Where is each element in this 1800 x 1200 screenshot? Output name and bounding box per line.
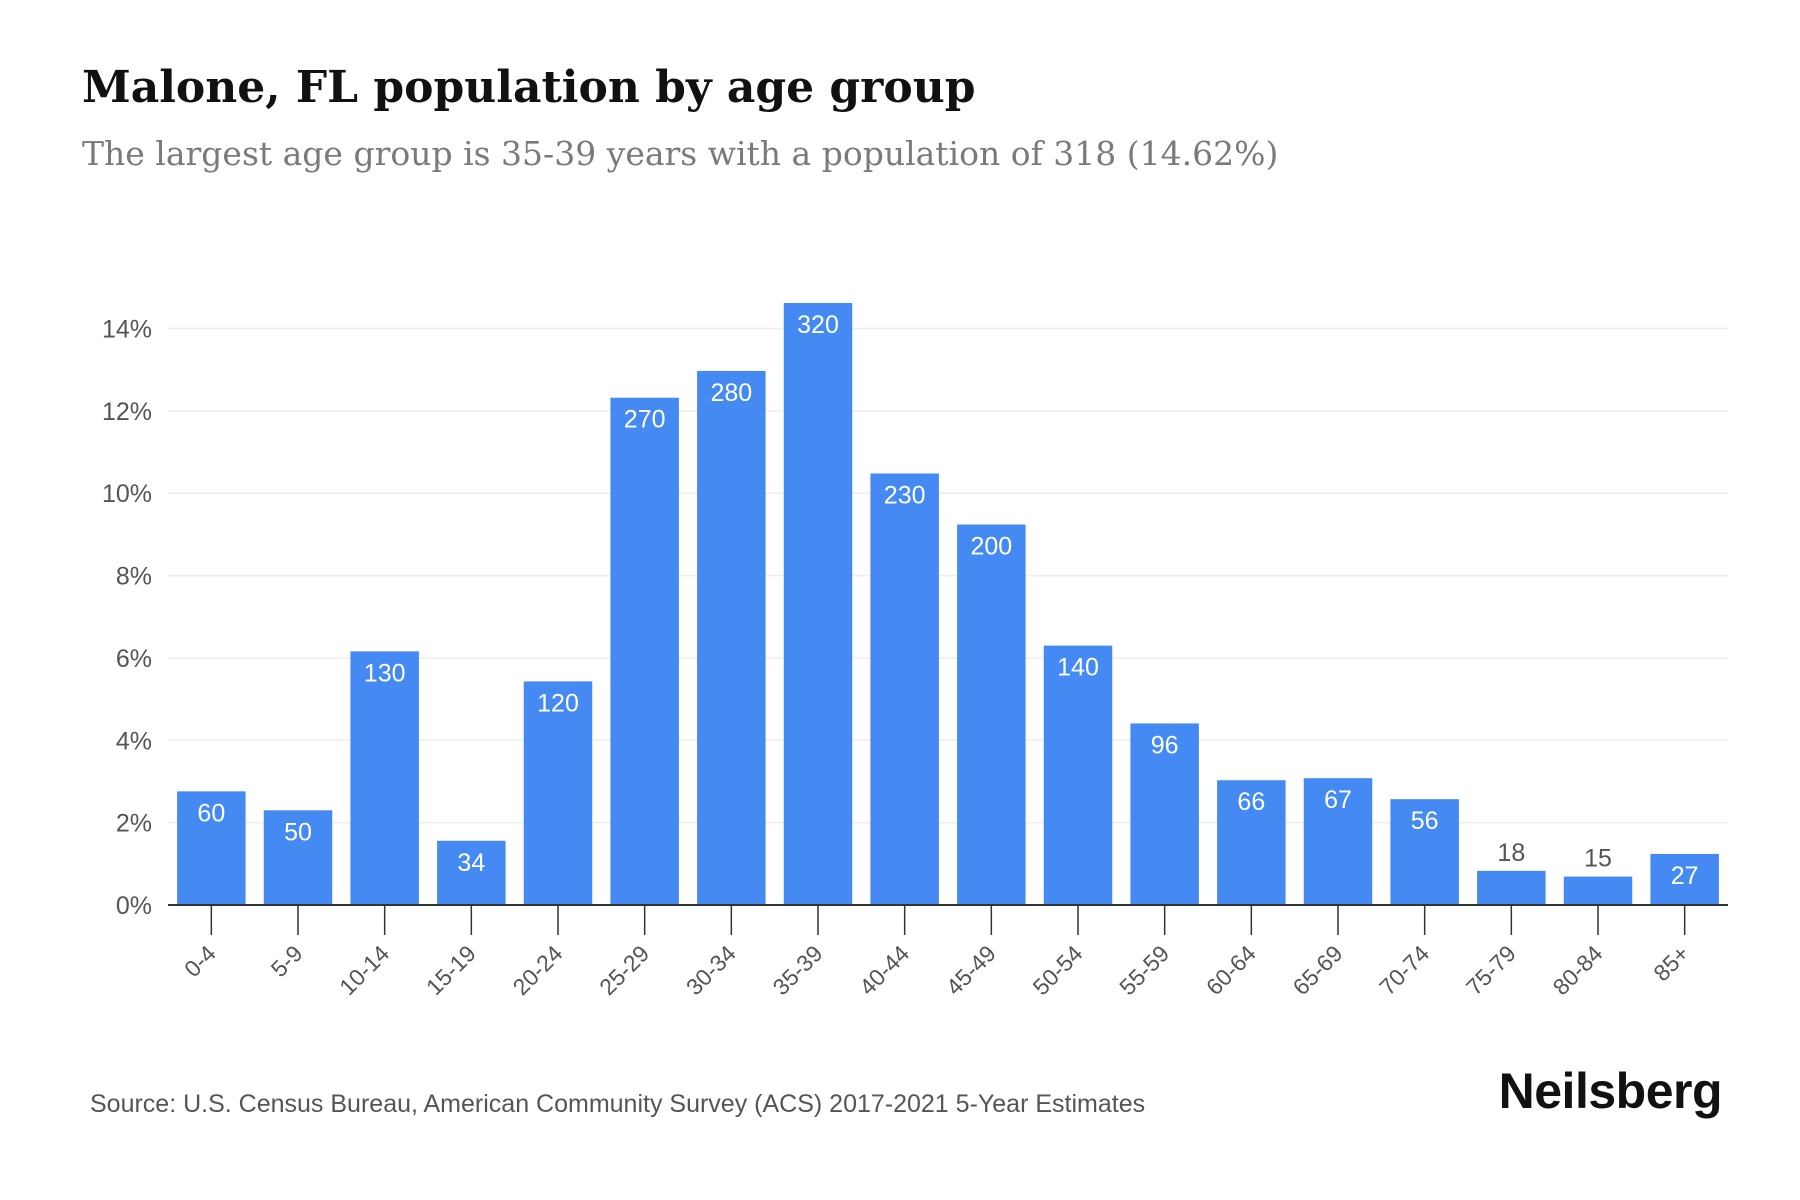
data-label: 18 xyxy=(1497,839,1525,867)
x-axis: 0-4 5-9 10-14 15-19 20-24 25-29 30-34 35-39 40-4… xyxy=(168,904,1728,1000)
gridlines xyxy=(168,327,1728,824)
y-tick-label: 12% xyxy=(102,398,152,426)
data-label: 96 xyxy=(1151,731,1179,759)
bar xyxy=(610,397,679,905)
bar xyxy=(957,524,1026,905)
bar-chart: 0% 2% 4% 6% 8% 10% 12% 14% 60 50 130 34 120 270 280 32… xyxy=(102,303,1728,1000)
bar xyxy=(350,651,419,905)
bar xyxy=(870,473,939,905)
bar xyxy=(1650,853,1719,905)
x-tick-label: 80-84 xyxy=(1548,940,1608,1000)
bar xyxy=(1563,876,1633,905)
bar xyxy=(1477,870,1546,905)
x-tick-label: 5-9 xyxy=(266,940,308,982)
data-labels: 60 50 130 34 120 270 280 320 230 200 140 96 66 67 56 18… xyxy=(197,311,1698,890)
x-tick-label: 55-59 xyxy=(1114,940,1174,1000)
chart-subtitle: The largest age group is 35-39 years wit… xyxy=(82,134,1279,173)
bar xyxy=(437,840,506,905)
x-tick-label: 50-54 xyxy=(1028,940,1088,1000)
data-label: 66 xyxy=(1237,788,1265,816)
x-tick-label: 75-79 xyxy=(1461,940,1521,1000)
data-label: 280 xyxy=(710,379,752,407)
x-tick-label: 40-44 xyxy=(854,940,914,1000)
bar xyxy=(697,370,766,905)
x-tick-label: 45-49 xyxy=(941,940,1001,1000)
x-tick-label: 85+ xyxy=(1648,940,1694,986)
y-tick-label: 8% xyxy=(116,563,152,591)
bar xyxy=(1390,799,1459,905)
x-tick-label: 25-29 xyxy=(594,940,654,1000)
data-label: 320 xyxy=(797,311,839,339)
x-tick-label: 60-64 xyxy=(1201,940,1261,1000)
source-note: Source: U.S. Census Bureau, American Com… xyxy=(90,1090,1146,1118)
x-tick-label: 20-24 xyxy=(508,940,568,1000)
x-tick-label: 10-14 xyxy=(334,940,394,1000)
data-label: 34 xyxy=(457,849,485,877)
bar xyxy=(783,303,853,905)
bars xyxy=(177,303,1719,905)
bar xyxy=(263,810,333,905)
data-label: 27 xyxy=(1671,862,1699,890)
bar xyxy=(1217,780,1286,905)
bar xyxy=(1303,778,1373,905)
data-label: 200 xyxy=(970,533,1012,561)
data-label: 60 xyxy=(197,799,225,827)
y-tick-label: 6% xyxy=(116,645,152,673)
y-tick-label: 14% xyxy=(102,316,152,344)
x-tick-label: 65-69 xyxy=(1288,940,1348,1000)
x-tick-label: 15-19 xyxy=(421,940,481,1000)
data-label: 120 xyxy=(537,689,579,717)
bar xyxy=(523,681,593,905)
data-label: 67 xyxy=(1324,786,1352,814)
data-label: 56 xyxy=(1411,807,1439,835)
bar xyxy=(1130,723,1199,905)
y-tick-label: 4% xyxy=(116,727,152,755)
brand-logo: Neilsberg xyxy=(1498,1063,1723,1119)
data-label: 270 xyxy=(624,406,666,434)
data-label: 130 xyxy=(364,659,406,687)
bar xyxy=(177,791,246,905)
y-tick-label: 2% xyxy=(116,810,152,838)
x-tick-label: 35-39 xyxy=(768,940,828,1000)
bar xyxy=(1043,645,1113,905)
data-label: 230 xyxy=(884,481,926,509)
y-axis-ticks: 0% 2% 4% 6% 8% 10% 12% 14% xyxy=(102,316,152,920)
data-label: 140 xyxy=(1057,654,1099,682)
data-label: 50 xyxy=(284,818,312,846)
x-tick-label: 0-4 xyxy=(179,940,221,982)
y-tick-label: 10% xyxy=(102,480,152,508)
data-label: 15 xyxy=(1584,845,1612,873)
y-tick-label: 0% xyxy=(116,892,152,920)
x-tick-label: 30-34 xyxy=(681,940,741,1000)
chart-title: Malone, FL population by age group xyxy=(82,62,976,113)
x-tick-label: 70-74 xyxy=(1374,940,1434,1000)
